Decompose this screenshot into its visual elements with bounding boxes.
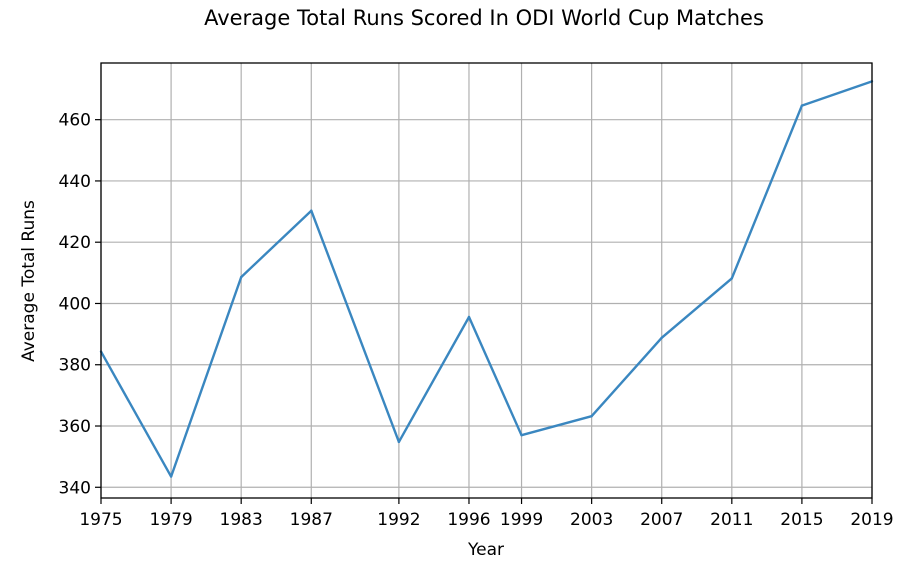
plot-frame — [100, 62, 873, 499]
x-axis-label: Year — [467, 540, 504, 560]
x-tick-label: 2015 — [780, 510, 823, 530]
series-line-group — [99, 80, 874, 478]
data-point — [520, 434, 523, 437]
x-tick-label: 1975 — [79, 510, 122, 530]
y-axis: 340 360 380 400 420 440 460 — [59, 111, 101, 498]
series-line — [99, 80, 873, 478]
y-tick-label: 340 — [59, 478, 91, 498]
data-point — [397, 440, 401, 444]
data-point — [660, 336, 663, 339]
x-tick-label: 1979 — [149, 510, 192, 530]
chart-title: Average Total Runs Scored In ODI World C… — [204, 6, 764, 30]
y-tick-label: 360 — [59, 417, 91, 437]
y-tick-label: 440 — [59, 172, 91, 192]
data-point — [310, 209, 313, 212]
x-axis: 1975 1979 1983 1987 1992 1996 1999 2003 2007 2011… — [79, 498, 894, 530]
data-point — [239, 275, 243, 279]
x-tick-label: 1983 — [220, 510, 263, 530]
y-tick-label: 380 — [59, 356, 91, 376]
x-tick-label: 2019 — [850, 510, 893, 530]
data-point — [169, 475, 173, 478]
y-axis-label: Average Total Runs — [19, 200, 39, 362]
x-tick-label: 2011 — [710, 510, 753, 530]
x-tick-label: 2003 — [570, 510, 613, 530]
x-tick-label: 2007 — [640, 510, 683, 530]
y-tick-label: 400 — [59, 294, 91, 314]
x-tick-label: 1999 — [500, 510, 543, 530]
y-tick-label: 420 — [59, 233, 91, 253]
data-point — [800, 104, 804, 107]
x-tick-label: 1987 — [290, 510, 333, 530]
y-tick-label: 460 — [59, 111, 91, 131]
data-point — [730, 277, 734, 280]
x-tick-label: 1996 — [447, 510, 490, 530]
data-point — [467, 315, 471, 319]
data-point — [590, 415, 593, 418]
grid — [100, 63, 873, 498]
x-tick-label: 1992 — [377, 510, 420, 530]
